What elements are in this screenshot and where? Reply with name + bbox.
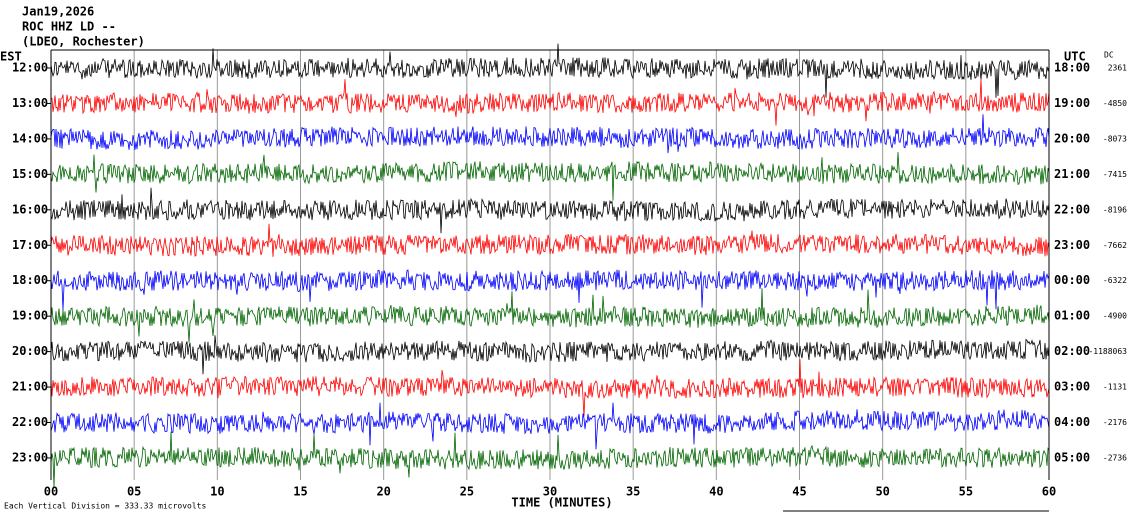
left-hour-label: 20:00 [12, 344, 48, 358]
seismic-trace [50, 431, 1050, 488]
header-line: (LDEO, Rochester) [22, 35, 145, 49]
left-hour-label: 22:00 [12, 415, 48, 429]
left-hour-label: 12:00 [12, 61, 48, 75]
x-tick-label: 00 [44, 485, 58, 499]
x-axis-title: TIME (MINUTES) [511, 496, 612, 510]
right-hour-label: 21:00 [1054, 167, 1090, 181]
left-hour-label: 21:00 [12, 380, 48, 394]
right-axis-title: UTC [1064, 50, 1086, 64]
dc-value: -7415 [1103, 170, 1127, 179]
seismic-trace [50, 43, 1050, 98]
left-hour-label: 13:00 [12, 96, 48, 110]
left-hour-label: 17:00 [12, 238, 48, 252]
dc-value: -7662 [1103, 241, 1127, 250]
left-hour-label: 23:00 [12, 450, 48, 464]
seismic-trace [50, 359, 1050, 417]
seismic-trace [50, 288, 1050, 343]
dc-value: -4850 [1103, 99, 1127, 108]
left-hour-label: 18:00 [12, 273, 48, 287]
dc-title: DC [1104, 51, 1114, 60]
seismic-trace [50, 152, 1050, 201]
right-hour-label: 03:00 [1054, 380, 1090, 394]
x-tick-label: 30 [543, 485, 557, 499]
dc-value: -6322 [1103, 276, 1127, 285]
right-hour-label: 18:00 [1054, 61, 1090, 75]
x-tick-label: 40 [709, 485, 723, 499]
x-tick-label: 35 [626, 485, 640, 499]
right-hour-label: 05:00 [1054, 450, 1090, 464]
x-tick-label: 20 [376, 485, 390, 499]
seismic-trace [50, 335, 1050, 375]
dc-value: -4900 [1103, 312, 1127, 321]
seismic-trace [50, 402, 1050, 450]
dc-value: -2176 [1103, 418, 1127, 427]
x-tick-label: 10 [210, 485, 224, 499]
left-hour-label: 15:00 [12, 167, 48, 181]
x-tick-label: 15 [293, 485, 307, 499]
left-hour-label: 16:00 [12, 202, 48, 216]
x-tick-label: 50 [875, 485, 889, 499]
dc-value: 2361 [1108, 64, 1127, 73]
right-hour-label: 04:00 [1054, 415, 1090, 429]
right-hour-label: 22:00 [1054, 202, 1090, 216]
dc-value: -1131 [1103, 383, 1127, 392]
x-tick-label: 05 [127, 485, 141, 499]
footer: Each Vertical Division = 333.33 microvol… [4, 502, 206, 511]
seismic-trace [50, 269, 1050, 310]
left-axis-title: EST [0, 50, 22, 64]
dc-value: -2736 [1103, 453, 1127, 462]
right-hour-label: 20:00 [1054, 131, 1090, 145]
x-tick-label: 45 [792, 485, 806, 499]
x-tick-label: 60 [1042, 485, 1056, 499]
right-hour-label: 00:00 [1054, 273, 1090, 287]
x-tick-label: 25 [460, 485, 474, 499]
header-line: ROC HHZ LD -- [22, 20, 116, 34]
left-hour-label: 19:00 [12, 309, 48, 323]
seismic-trace [50, 187, 1050, 234]
right-hour-label: 23:00 [1054, 238, 1090, 252]
seismic-trace [50, 223, 1050, 257]
right-hour-label: 19:00 [1054, 96, 1090, 110]
seismic-trace [50, 78, 1050, 126]
x-tick-label: 55 [959, 485, 973, 499]
right-hour-label: 01:00 [1054, 309, 1090, 323]
header-line: Jan19,2026 [22, 5, 94, 19]
right-hour-label: 02:00 [1054, 344, 1090, 358]
traces [50, 43, 1050, 488]
dc-value: -8196 [1103, 205, 1127, 214]
left-hour-label: 14:00 [12, 131, 48, 145]
dc-value: -1188063 [1088, 347, 1127, 356]
dc-value: -8073 [1103, 134, 1127, 143]
seismic-trace [50, 114, 1050, 154]
